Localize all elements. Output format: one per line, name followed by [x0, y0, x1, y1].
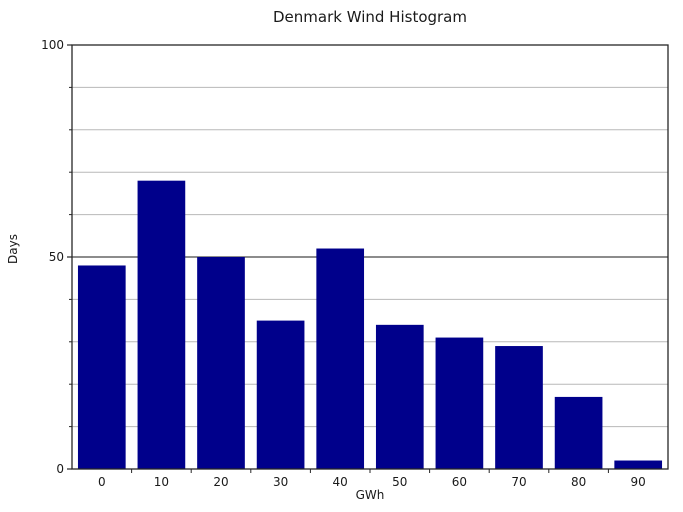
y-axis-label: Days — [6, 234, 20, 264]
x-axis-label: GWh — [355, 488, 385, 502]
x-tick-label: 40 — [333, 475, 348, 489]
bar-70 — [495, 346, 543, 469]
bar-20 — [197, 257, 245, 469]
bar-50 — [375, 324, 424, 469]
x-tick-label: 90 — [631, 475, 646, 489]
bar-10 — [137, 180, 186, 469]
y-tick-label: 50 — [49, 250, 64, 264]
x-tick-label: 80 — [571, 475, 586, 489]
bar-0 — [77, 265, 126, 469]
bar-90 — [614, 460, 663, 469]
bar-40 — [316, 248, 365, 469]
chart-title: Denmark Wind Histogram — [273, 8, 467, 26]
x-tick-label: 10 — [154, 475, 169, 489]
x-tick-label: 0 — [98, 475, 106, 489]
x-tick-label: 30 — [273, 475, 288, 489]
y-tick-label: 100 — [41, 38, 64, 52]
x-tick-label: 20 — [213, 475, 228, 489]
bar-30 — [256, 320, 305, 469]
x-tick-label: 60 — [452, 475, 467, 489]
x-tick-label: 50 — [392, 475, 407, 489]
x-tick-label: 70 — [511, 475, 526, 489]
y-tick-label: 0 — [56, 462, 64, 476]
bar-60 — [435, 337, 484, 469]
bar-80 — [554, 396, 603, 469]
